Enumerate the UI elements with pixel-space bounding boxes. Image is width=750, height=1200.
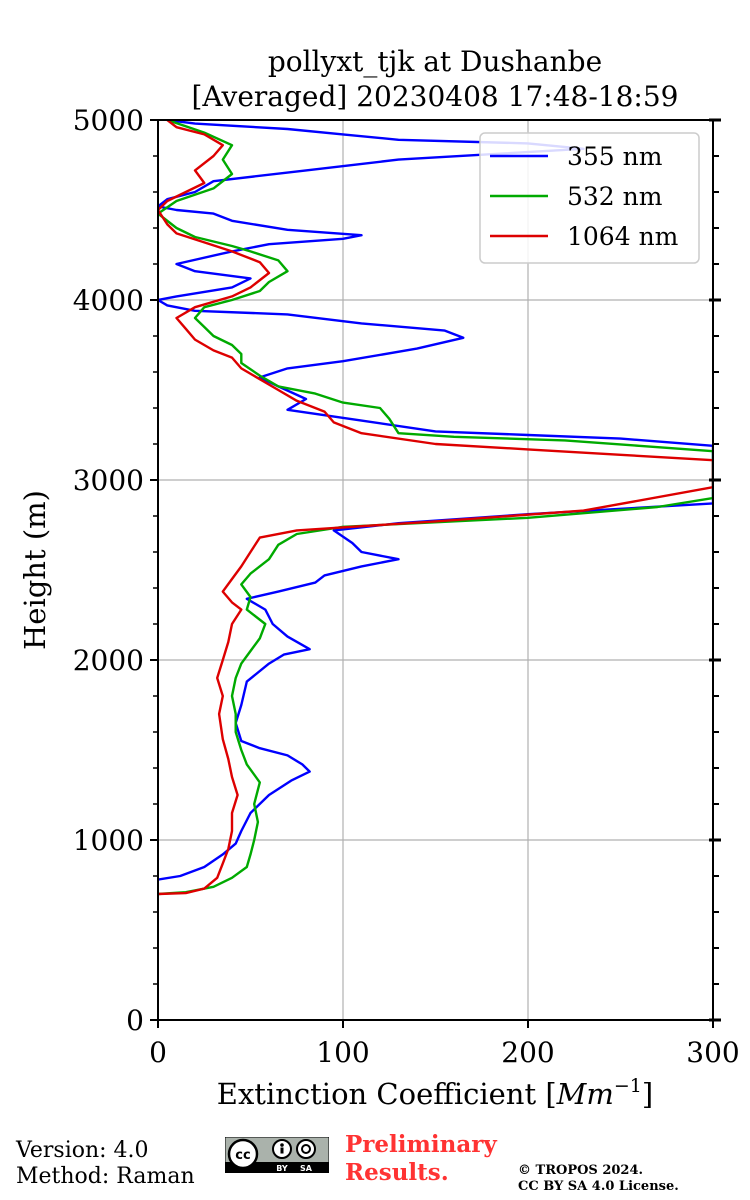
y-tick-label: 5000 — [73, 104, 144, 137]
series-line-532-nm — [158, 120, 713, 896]
axis-ticks — [150, 118, 721, 1028]
data-series — [158, 120, 713, 896]
y-tick-label: 4000 — [73, 284, 144, 317]
copyright-line-2: CC BY SA 4.0 License. — [518, 1179, 679, 1194]
chart-title: pollyxt_tjk at Dushanbe [Averaged] 20230… — [192, 45, 679, 113]
chart-title-line-2: [Averaged] 20230408 17:48-18:59 — [192, 80, 679, 113]
y-axis-label: Height (m) — [18, 490, 52, 650]
legend-label: 1064 nm — [567, 222, 679, 251]
x-axis-label-unit: Mm — [556, 1077, 614, 1111]
x-axis-label-main: Extinction Coefficient [ — [217, 1077, 557, 1111]
y-tick-label: 0 — [126, 1004, 144, 1037]
plot-frame — [157, 119, 714, 1021]
axis-tick-labels: 0 1000 2000 3000 4000 5000 0 100 200 300 — [73, 104, 740, 1069]
legend-label: 532 nm — [567, 182, 663, 211]
copyright-line-1: © TROPOS 2024. — [518, 1163, 644, 1178]
x-tick-label: 0 — [149, 1036, 167, 1069]
x-axis-label-exponent: −1 — [614, 1075, 642, 1097]
cc-by-text: BY — [276, 1164, 288, 1173]
version-text: Version: 4.0 — [16, 1138, 149, 1163]
x-tick-label: 200 — [501, 1036, 554, 1069]
svg-text:cc: cc — [235, 1148, 250, 1163]
preliminary-line-1: Preliminary — [345, 1131, 497, 1158]
legend-box — [479, 132, 700, 264]
preliminary-results-note: Preliminary Results. — [345, 1131, 497, 1187]
y-tick-label: 2000 — [73, 644, 144, 677]
x-axis-label-close: ] — [642, 1077, 653, 1111]
y-tick-label: 3000 — [73, 464, 144, 497]
x-tick-label: 300 — [686, 1036, 739, 1069]
cc-by-sa-icon: cc BY SA — [225, 1137, 329, 1173]
cc-sa-text: SA — [300, 1164, 313, 1173]
version-info: Version: 4.0 Method: Raman — [16, 1138, 195, 1190]
x-axis-label: Extinction Coefficient [Mm−1] — [217, 1075, 653, 1111]
legend-label: 355 nm — [567, 142, 663, 171]
x-tick-label: 100 — [316, 1036, 369, 1069]
copyright-note: © TROPOS 2024. CC BY SA 4.0 License. — [518, 1163, 679, 1195]
chart-title-line-1: pollyxt_tjk at Dushanbe — [268, 45, 602, 78]
legend: 355 nm 532 nm 1064 nm — [479, 132, 700, 264]
series-line-1064-nm — [158, 120, 713, 896]
method-text: Method: Raman — [16, 1164, 195, 1189]
y-tick-label: 1000 — [73, 824, 144, 857]
preliminary-line-2: Results. — [345, 1159, 449, 1186]
